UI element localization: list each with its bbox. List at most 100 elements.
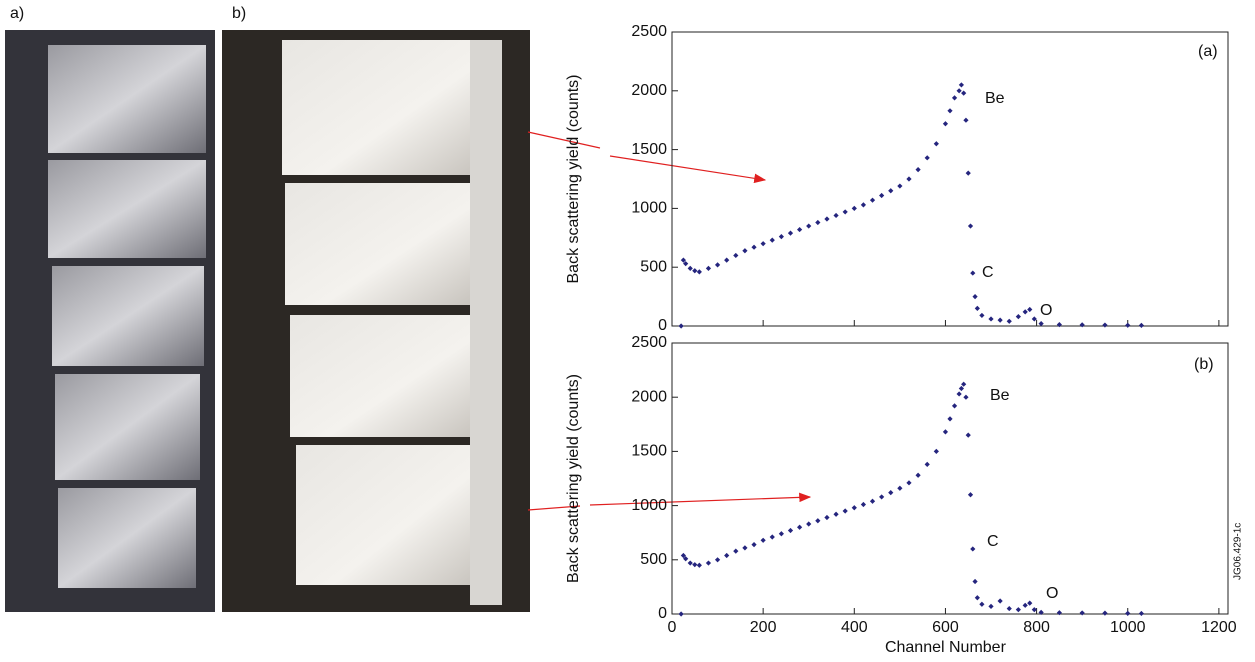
x-axis-label: Channel Number [885,639,1007,656]
plot-frame [671,342,1229,615]
data-point [742,248,748,254]
data-point [860,202,867,208]
data-point [988,603,994,610]
data-point [824,216,830,222]
data-point [972,294,978,300]
data-point [733,548,739,554]
data-point [833,212,839,219]
data-point [696,562,702,568]
y-tick-label: 0 [658,317,667,334]
data-point [906,176,912,182]
data-point [963,394,969,400]
data-point [751,542,757,548]
data-point [778,234,784,240]
data-point [778,531,784,537]
data-point [1102,610,1108,616]
annotation: Be [985,90,1005,107]
data-point [963,117,969,123]
data-point [956,391,962,397]
data-point [815,219,821,226]
data-point [1027,306,1033,313]
data-point [951,403,958,409]
data-point [1079,610,1085,616]
annotation: C [982,264,994,281]
data-point [915,472,921,478]
y-tick-label: 2500 [631,334,667,351]
data-point [947,416,953,422]
data-point [1015,313,1021,320]
data-point [1079,322,1085,328]
data-point [705,265,712,271]
data-point [1022,602,1028,608]
data-point [797,226,803,233]
data-point [906,480,912,486]
data-point [1027,600,1033,606]
y-tick-label: 500 [640,258,667,275]
data-point [692,268,698,274]
data-point [967,492,974,498]
plot-frame [671,31,1229,327]
data-point [956,88,962,94]
data-point [965,432,971,438]
data-point [1125,610,1131,616]
data-point [1038,609,1044,615]
data-point [851,205,857,211]
data-point [933,448,939,454]
data-point [705,560,712,566]
data-point [683,556,689,562]
y-tick-label: 2500 [631,23,667,40]
data-point [924,155,930,161]
data-point [879,192,885,199]
data-point [687,560,693,566]
x-tick-label: 400 [841,619,868,636]
data-point [683,261,689,267]
data-point [1031,316,1037,322]
y-tick-label: 1500 [631,141,667,158]
data-point [879,494,885,500]
data-point [972,578,978,585]
data-point [714,557,721,563]
annotation: O [1040,302,1052,319]
data-point [1138,322,1145,329]
data-point [897,183,903,189]
annotation: C [987,533,999,550]
data-point [760,537,766,543]
y-tick-label: 1000 [631,497,667,514]
y-tick-label: 1000 [631,200,667,217]
data-point [933,141,939,147]
data-point [1056,321,1062,328]
data-point [842,508,848,514]
data-point [965,170,971,176]
data-point [769,534,775,540]
annotation: (a) [1198,43,1218,60]
data-point [806,223,812,229]
data-point [958,385,964,392]
data-point [947,108,953,114]
y-tick-label: 500 [640,551,667,568]
data-point [680,552,686,559]
data-point [787,230,794,236]
data-point [888,489,894,496]
data-point [824,514,830,521]
data-point [860,501,867,508]
data-point [696,269,702,275]
y-tick-label: 2000 [631,388,667,405]
data-point [1102,322,1108,328]
data-point [733,252,739,259]
y-tick-label: 1500 [631,443,667,460]
data-point [942,121,949,127]
x-tick-label: 1000 [1110,619,1146,636]
x-tick-label: 0 [668,619,677,636]
data-point [787,527,794,534]
data-point [1138,610,1145,617]
data-point [1056,610,1062,616]
data-point [997,598,1003,604]
data-point [897,485,903,491]
data-point [680,257,686,263]
data-point [869,498,876,504]
data-point [687,265,693,271]
y-axis-label: Back scattering yield (counts) [565,75,582,284]
side-note: JG06.429-1c [1233,523,1244,580]
data-point [1022,309,1028,315]
